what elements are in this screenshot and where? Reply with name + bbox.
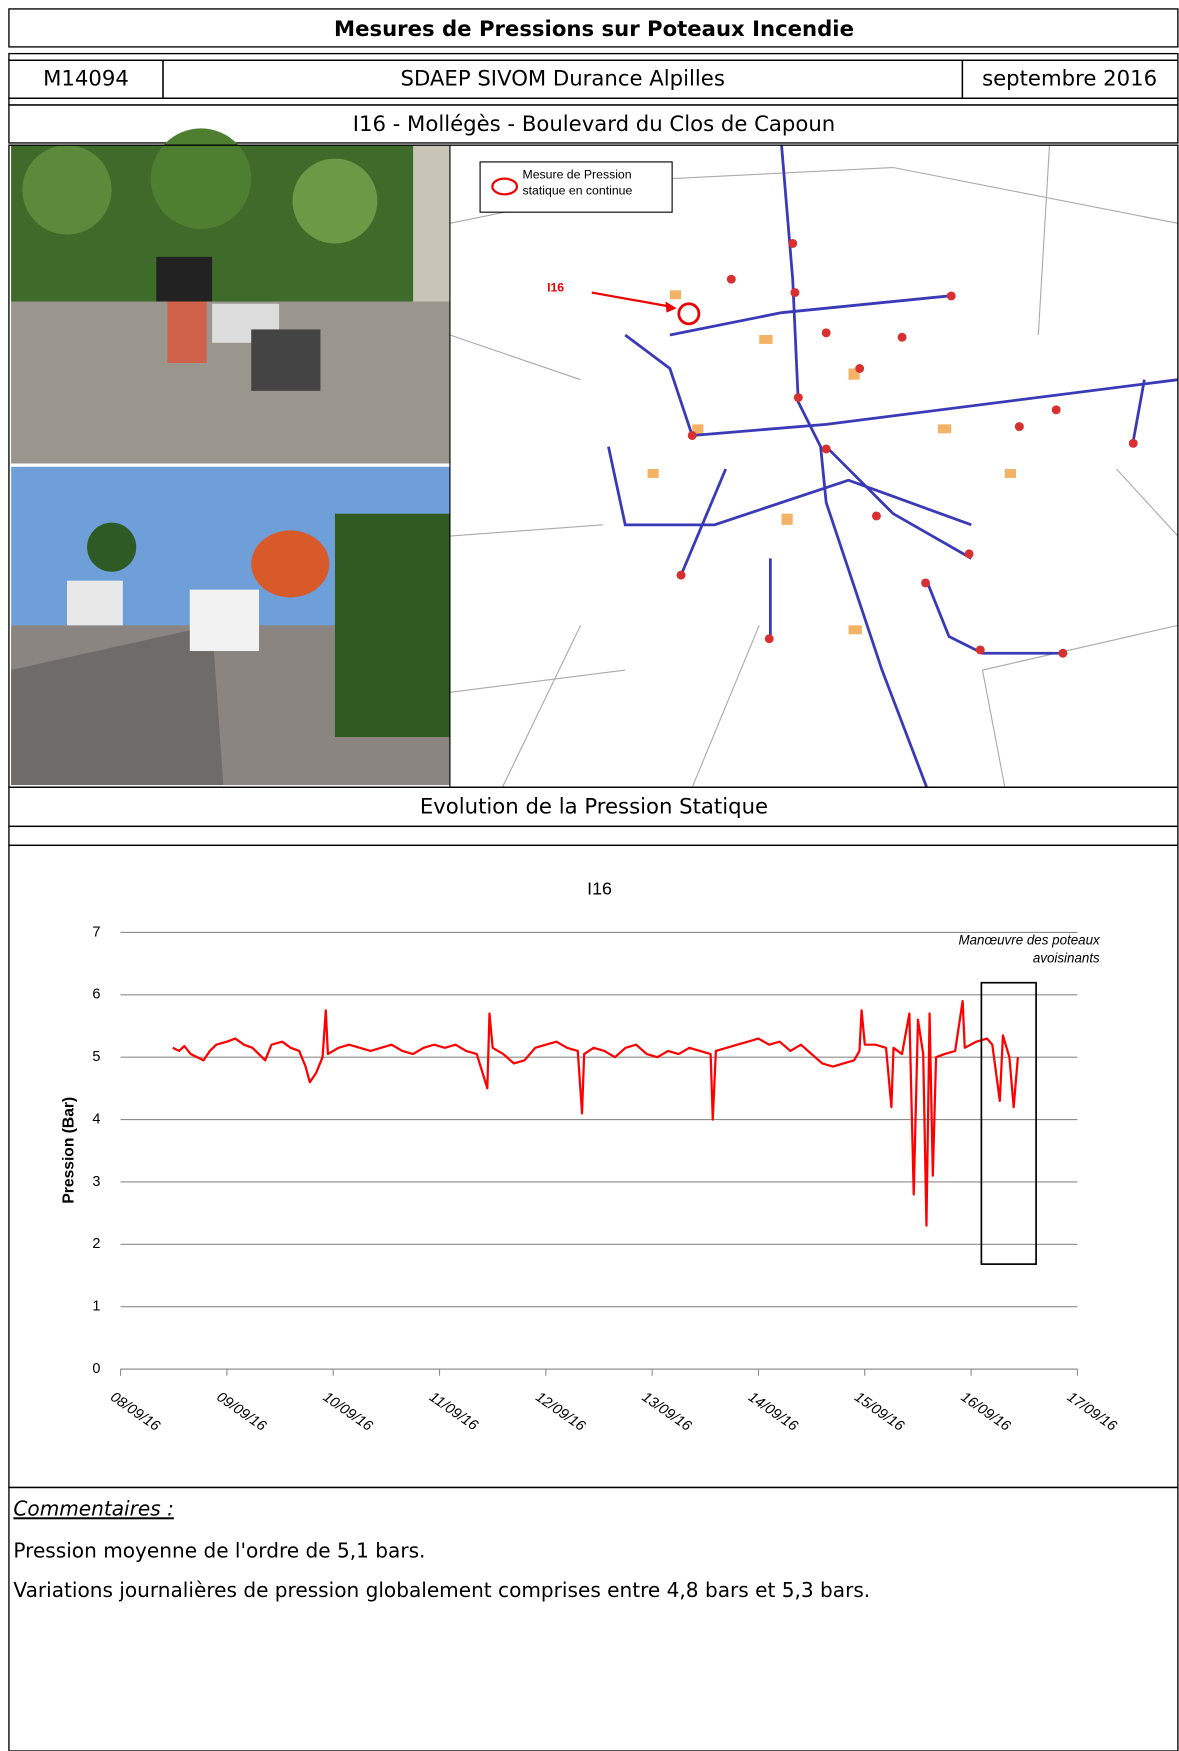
spacer: [9, 826, 1178, 845]
y-tick-label: 6: [92, 987, 100, 1003]
comment-line: Variations journalières de pression glob…: [13, 1578, 870, 1602]
map-legend-line: Mesure de Pression: [523, 168, 632, 182]
report-page: Mesures de Pressions sur Poteaux Incendi…: [0, 0, 1179, 1751]
photo-hydrant: [11, 128, 450, 463]
chart-title: I16: [587, 879, 612, 899]
comment-line: Pression moyenne de l'ordre de 5,1 bars.: [13, 1539, 425, 1563]
pressure-line: [173, 1001, 1018, 1226]
annotation-line: Manœuvre des poteaux: [958, 933, 1101, 948]
y-tick-label: 1: [92, 1299, 100, 1315]
section-title: Evolution de la Pression Statique: [420, 794, 768, 819]
y-tick-label: 2: [92, 1236, 100, 1252]
x-tick-label: 17/09/16: [1064, 1389, 1120, 1435]
annotation-line: avoisinants: [1033, 951, 1100, 966]
x-tick-label: 09/09/16: [213, 1389, 269, 1435]
spacer: [9, 54, 1178, 61]
chart: I16 Pression (Bar) 0 1 2 3 4 5 6 7 08/09/16 09/09…: [60, 879, 1120, 1435]
code: M14094: [43, 66, 129, 91]
spacer: [9, 98, 1178, 105]
x-tick-label: 16/09/16: [958, 1389, 1014, 1435]
annotation: Manœuvre des poteaux avoisinants: [958, 933, 1101, 966]
photo-street: [11, 467, 450, 785]
map-legend-line: statique en continue: [523, 183, 633, 197]
y-tick-label: 5: [92, 1049, 100, 1065]
y-tick-label: 4: [92, 1111, 100, 1127]
y-tick-label: 0: [92, 1361, 100, 1377]
x-tick-label: 08/09/16: [107, 1389, 163, 1435]
x-tick-label: 10/09/16: [320, 1389, 376, 1435]
map-legend: Mesure de Pression statique en continue: [523, 168, 636, 198]
page-title: Mesures de Pressions sur Poteaux Incendi…: [334, 17, 854, 42]
comments-frame: [9, 1487, 1178, 1751]
x-tick-label: 15/09/16: [851, 1389, 907, 1435]
y-tick-label: 7: [92, 924, 100, 940]
y-tick-label: 3: [92, 1174, 100, 1190]
x-tick-label: 11/09/16: [426, 1389, 481, 1434]
annotation-box: [981, 983, 1036, 1264]
network-map: I16 Mesure de Pression statique en conti…: [450, 145, 1178, 787]
x-tick-label: 14/09/16: [745, 1389, 801, 1435]
x-tick-label: 12/09/16: [532, 1389, 588, 1435]
y-axis-label: Pression (Bar): [60, 1097, 77, 1204]
client: SDAEP SIVOM Durance Alpilles: [401, 66, 725, 91]
x-tick-label: 13/09/16: [639, 1389, 695, 1435]
map-label: I16: [547, 280, 564, 294]
site: I16 - Mollégès - Boulevard du Clos de Ca…: [353, 112, 836, 137]
date: septembre 2016: [982, 66, 1157, 91]
comments-title: Commentaires :: [13, 1496, 173, 1520]
